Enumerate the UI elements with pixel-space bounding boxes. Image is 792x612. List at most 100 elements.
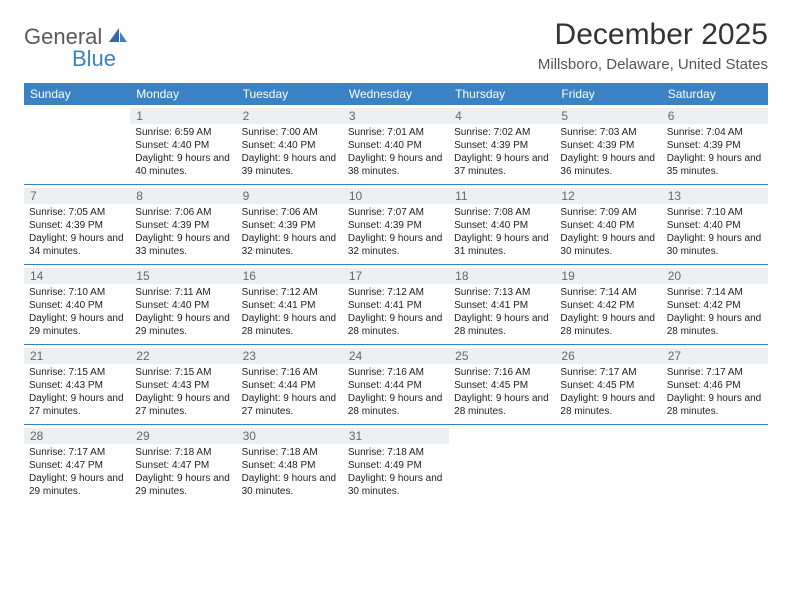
sunset-text: Sunset: 4:39 PM xyxy=(242,219,338,232)
daylight-text: Daylight: 9 hours and 30 minutes. xyxy=(667,232,763,258)
sunrise-text: Sunrise: 7:17 AM xyxy=(667,366,763,379)
day-cell: 7 Sunrise: 7:05 AMSunset: 4:39 PMDaylight… xyxy=(24,185,130,264)
sunset-text: Sunset: 4:42 PM xyxy=(560,299,656,312)
sunrise-text: Sunrise: 7:06 AM xyxy=(135,206,231,219)
day-number: 12 xyxy=(555,188,661,204)
week-row: .1Sunrise: 6:59 AMSunset: 4:40 PMDayligh… xyxy=(24,105,768,185)
day-info: Sunrise: 7:03 AMSunset: 4:39 PMDaylight:… xyxy=(560,126,656,178)
daylight-text: Daylight: 9 hours and 28 minutes. xyxy=(454,392,550,418)
daylight-text: Daylight: 9 hours and 35 minutes. xyxy=(667,152,763,178)
day-cell: 27 Sunrise: 7:17 AMSunset: 4:46 PMDayligh… xyxy=(662,345,768,424)
sunset-text: Sunset: 4:39 PM xyxy=(560,139,656,152)
day-number: 28 xyxy=(24,428,130,444)
day-info: Sunrise: 7:17 AMSunset: 4:45 PMDaylight:… xyxy=(560,366,656,418)
sunset-text: Sunset: 4:47 PM xyxy=(135,459,231,472)
day-cell: 9Sunrise: 7:06 AMSunset: 4:39 PMDaylight… xyxy=(237,185,343,264)
day-info: Sunrise: 7:05 AMSunset: 4:39 PMDaylight:… xyxy=(29,206,125,258)
daylight-text: Daylight: 9 hours and 28 minutes. xyxy=(560,392,656,418)
daylight-text: Daylight: 9 hours and 38 minutes. xyxy=(348,152,444,178)
day-number: 15 xyxy=(130,268,236,284)
sunset-text: Sunset: 4:40 PM xyxy=(29,299,125,312)
daylight-text: Daylight: 9 hours and 37 minutes. xyxy=(454,152,550,178)
weekday-header-row: SundayMondayTuesdayWednesdayThursdayFrid… xyxy=(24,83,768,105)
day-number: 21 xyxy=(24,348,130,364)
sunset-text: Sunset: 4:40 PM xyxy=(667,219,763,232)
sunset-text: Sunset: 4:40 PM xyxy=(454,219,550,232)
sunset-text: Sunset: 4:45 PM xyxy=(560,379,656,392)
day-info: Sunrise: 7:04 AMSunset: 4:39 PMDaylight:… xyxy=(667,126,763,178)
day-info: Sunrise: 7:17 AMSunset: 4:47 PMDaylight:… xyxy=(29,446,125,498)
sunrise-text: Sunrise: 7:05 AM xyxy=(29,206,125,219)
sunrise-text: Sunrise: 7:00 AM xyxy=(242,126,338,139)
day-info: Sunrise: 7:17 AMSunset: 4:46 PMDaylight:… xyxy=(667,366,763,418)
day-cell: 16Sunrise: 7:12 AMSunset: 4:41 PMDayligh… xyxy=(237,265,343,344)
day-number: 24 xyxy=(343,348,449,364)
day-cell: 29Sunrise: 7:18 AMSunset: 4:47 PMDayligh… xyxy=(130,425,236,504)
daylight-text: Daylight: 9 hours and 32 minutes. xyxy=(242,232,338,258)
day-cell: 1Sunrise: 6:59 AMSunset: 4:40 PMDaylight… xyxy=(130,105,236,184)
sunset-text: Sunset: 4:49 PM xyxy=(348,459,444,472)
sunrise-text: Sunrise: 7:07 AM xyxy=(348,206,444,219)
sunset-text: Sunset: 4:40 PM xyxy=(348,139,444,152)
sunset-text: Sunset: 4:41 PM xyxy=(454,299,550,312)
daylight-text: Daylight: 9 hours and 28 minutes. xyxy=(454,312,550,338)
daylight-text: Daylight: 9 hours and 30 minutes. xyxy=(348,472,444,498)
sunrise-text: Sunrise: 7:04 AM xyxy=(667,126,763,139)
day-number: 23 xyxy=(237,348,343,364)
day-number: 16 xyxy=(237,268,343,284)
weekday-header: Sunday xyxy=(24,83,130,105)
sunrise-text: Sunrise: 7:15 AM xyxy=(135,366,231,379)
day-number: 30 xyxy=(237,428,343,444)
day-cell: 19 Sunrise: 7:14 AMSunset: 4:42 PMDayligh… xyxy=(555,265,661,344)
day-number: 22 xyxy=(130,348,236,364)
sunset-text: Sunset: 4:39 PM xyxy=(29,219,125,232)
daylight-text: Daylight: 9 hours and 36 minutes. xyxy=(560,152,656,178)
calendar-grid: SundayMondayTuesdayWednesdayThursdayFrid… xyxy=(24,83,768,504)
day-number: 14 xyxy=(24,268,130,284)
weekday-header: Thursday xyxy=(449,83,555,105)
day-cell: 15 Sunrise: 7:11 AMSunset: 4:40 PMDayligh… xyxy=(130,265,236,344)
day-number: 5 xyxy=(555,108,661,124)
day-info: Sunrise: 7:18 AMSunset: 4:47 PMDaylight:… xyxy=(135,446,231,498)
sunrise-text: Sunrise: 7:01 AM xyxy=(348,126,444,139)
day-number: 19 xyxy=(555,268,661,284)
sunrise-text: Sunrise: 7:16 AM xyxy=(454,366,550,379)
week-row: 14Sunrise: 7:10 AMSunset: 4:40 PMDayligh… xyxy=(24,265,768,345)
day-info: Sunrise: 7:14 AMSunset: 4:42 PMDaylight:… xyxy=(560,286,656,338)
sunrise-text: Sunrise: 7:06 AM xyxy=(242,206,338,219)
day-info: Sunrise: 7:16 AMSunset: 4:45 PMDaylight:… xyxy=(454,366,550,418)
daylight-text: Daylight: 9 hours and 29 minutes. xyxy=(29,312,125,338)
daylight-text: Daylight: 9 hours and 28 minutes. xyxy=(348,312,444,338)
day-info: Sunrise: 7:11 AMSunset: 4:40 PMDaylight:… xyxy=(135,286,231,338)
week-row: 28 Sunrise: 7:17 AMSunset: 4:47 PMDayligh… xyxy=(24,425,768,504)
page-header: General Blue December 2025 Millsboro, De… xyxy=(24,18,768,73)
daylight-text: Daylight: 9 hours and 40 minutes. xyxy=(135,152,231,178)
sunset-text: Sunset: 4:44 PM xyxy=(348,379,444,392)
sunrise-text: Sunrise: 7:10 AM xyxy=(667,206,763,219)
day-cell: 8Sunrise: 7:06 AMSunset: 4:39 PMDaylight… xyxy=(130,185,236,264)
day-cell: 11 Sunrise: 7:08 AMSunset: 4:40 PMDayligh… xyxy=(449,185,555,264)
week-row: 7Sunrise: 7:05 AMSunset: 4:39 PMDaylight… xyxy=(24,185,768,265)
day-cell: 14Sunrise: 7:10 AMSunset: 4:40 PMDayligh… xyxy=(24,265,130,344)
day-cell: . xyxy=(662,425,768,504)
sunrise-text: Sunrise: 7:13 AM xyxy=(454,286,550,299)
sunrise-text: Sunrise: 7:09 AM xyxy=(560,206,656,219)
day-info: Sunrise: 7:15 AMSunset: 4:43 PMDaylight:… xyxy=(29,366,125,418)
day-number: 7 xyxy=(24,188,130,204)
day-info: Sunrise: 7:08 AMSunset: 4:40 PMDaylight:… xyxy=(454,206,550,258)
day-info: Sunrise: 7:15 AMSunset: 4:43 PMDaylight:… xyxy=(135,366,231,418)
day-number: 18 xyxy=(449,268,555,284)
day-info: Sunrise: 7:09 AMSunset: 4:40 PMDaylight:… xyxy=(560,206,656,258)
weeks-container: . 1Sunrise: 6:59 AMSunset: 4:40 PMDayligh… xyxy=(24,105,768,504)
sunrise-text: Sunrise: 7:08 AM xyxy=(454,206,550,219)
day-info: Sunrise: 7:06 AMSunset: 4:39 PMDaylight:… xyxy=(242,206,338,258)
day-number: 25 xyxy=(449,348,555,364)
day-cell: 26Sunrise: 7:17 AMSunset: 4:45 PMDayligh… xyxy=(555,345,661,424)
day-number: 27 xyxy=(662,348,768,364)
sunset-text: Sunset: 4:39 PM xyxy=(348,219,444,232)
daylight-text: Daylight: 9 hours and 31 minutes. xyxy=(454,232,550,258)
day-info: Sunrise: 7:14 AMSunset: 4:42 PMDaylight:… xyxy=(667,286,763,338)
day-number: 11 xyxy=(449,188,555,204)
day-info: Sunrise: 7:01 AMSunset: 4:40 PMDaylight:… xyxy=(348,126,444,178)
sunset-text: Sunset: 4:44 PM xyxy=(242,379,338,392)
